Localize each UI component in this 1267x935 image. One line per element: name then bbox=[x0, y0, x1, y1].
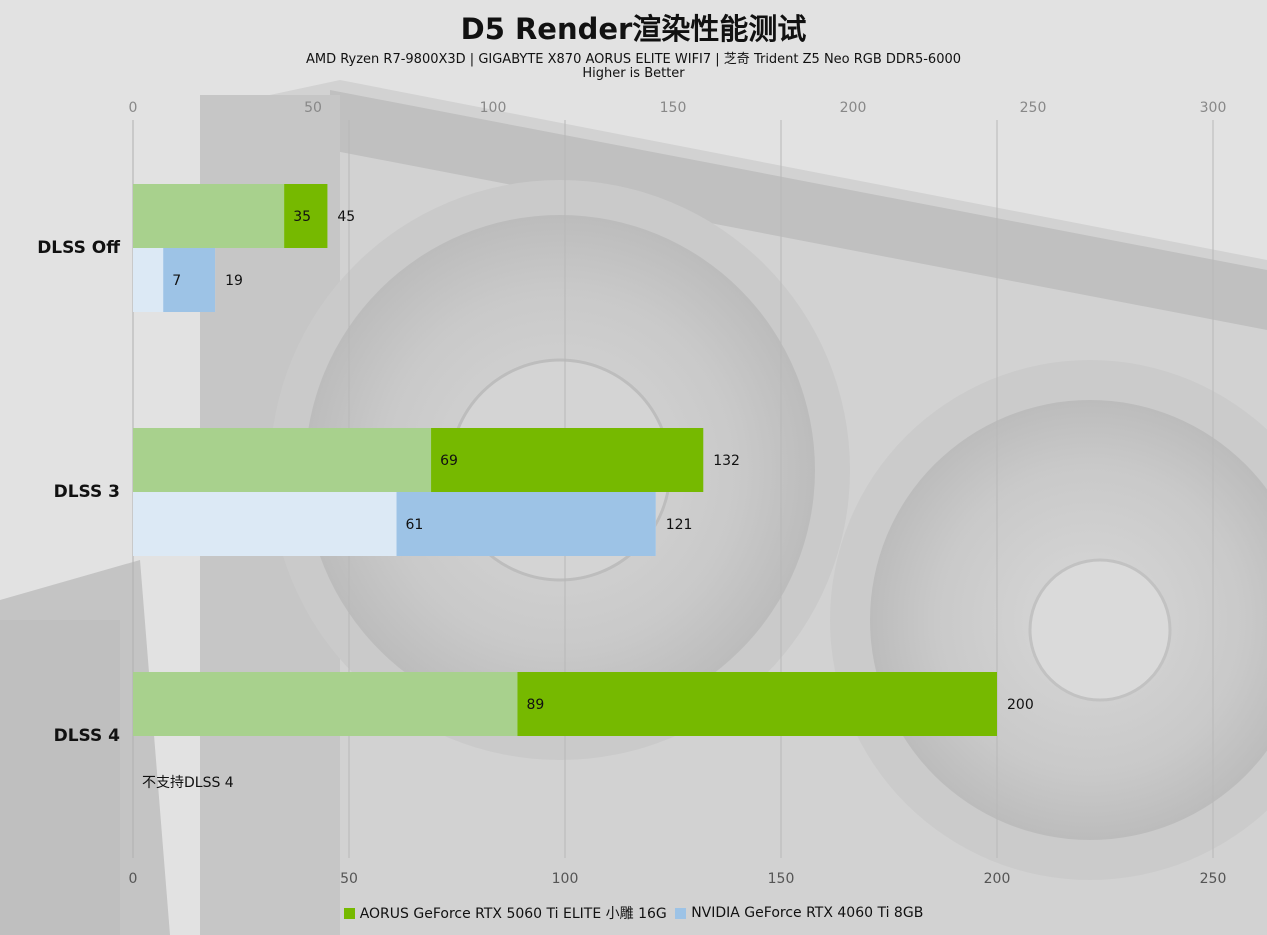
bottom-axis-tick-label: 0 bbox=[129, 871, 138, 887]
top-axis-tick-label: 250 bbox=[1020, 100, 1047, 116]
bar-segment bbox=[517, 672, 997, 736]
category-label: DLSS 4 bbox=[54, 726, 121, 746]
bar-inner-label: 7 bbox=[172, 273, 181, 289]
bottom-axis-tick-label: 100 bbox=[552, 871, 579, 887]
legend-label-4060ti: NVIDIA GeForce RTX 4060 Ti 8GB bbox=[691, 905, 924, 921]
category-label: DLSS Off bbox=[37, 238, 120, 258]
bar-segment bbox=[284, 184, 328, 248]
bar-value-label: 121 bbox=[666, 517, 693, 533]
top-axis-tick-label: 300 bbox=[1200, 100, 1227, 116]
legend-swatch-5060ti bbox=[343, 907, 355, 919]
top-axis-tick-label: 150 bbox=[660, 100, 687, 116]
bar-inner-label: 61 bbox=[406, 517, 424, 533]
bottom-axis-tick-label: 50 bbox=[340, 871, 358, 887]
chart-subtitle: AMD Ryzen R7-9800X3D | GIGABYTE X870 AOR… bbox=[305, 52, 962, 67]
legend-item-4060ti: NVIDIA GeForce RTX 4060 Ti 8GB bbox=[675, 905, 923, 921]
top-axis-tick-label: 50 bbox=[304, 100, 322, 116]
bar-segment bbox=[431, 428, 704, 492]
bar-inner-label: 35 bbox=[293, 209, 311, 225]
bottom-axis-tick-label: 250 bbox=[1200, 871, 1227, 887]
chart-title: D5 Render渲染性能测试 bbox=[460, 12, 807, 46]
bar-segment bbox=[163, 248, 216, 312]
top-axis-tick-label: 0 bbox=[129, 100, 138, 116]
chart-note: Higher is Better bbox=[582, 66, 685, 81]
bottom-axis-tick-label: 150 bbox=[768, 871, 795, 887]
category-label: DLSS 3 bbox=[54, 482, 120, 502]
bar-value-label: 200 bbox=[1007, 697, 1034, 713]
legend-swatch-4060ti bbox=[675, 907, 687, 919]
bar-value-label: 19 bbox=[225, 273, 243, 289]
legend-label-5060ti: AORUS GeForce RTX 5060 Ti ELITE 小雕 16G bbox=[359, 906, 667, 922]
annotation-unsupported: 不支持DLSS 4 bbox=[142, 775, 234, 791]
top-axis-tick-label: 100 bbox=[480, 100, 507, 116]
bottom-axis-tick-label: 200 bbox=[984, 871, 1011, 887]
bar-inner-label: 89 bbox=[526, 697, 544, 713]
bar-segment bbox=[396, 492, 656, 556]
legend: AORUS GeForce RTX 5060 Ti ELITE 小雕 16G N… bbox=[0, 903, 1267, 923]
bar-inner-label: 69 bbox=[440, 453, 458, 469]
bar-value-label: 132 bbox=[713, 453, 740, 469]
bar-value-label: 45 bbox=[337, 209, 355, 225]
top-axis-tick-label: 200 bbox=[840, 100, 867, 116]
legend-item-5060ti: AORUS GeForce RTX 5060 Ti ELITE 小雕 16G bbox=[343, 903, 667, 923]
